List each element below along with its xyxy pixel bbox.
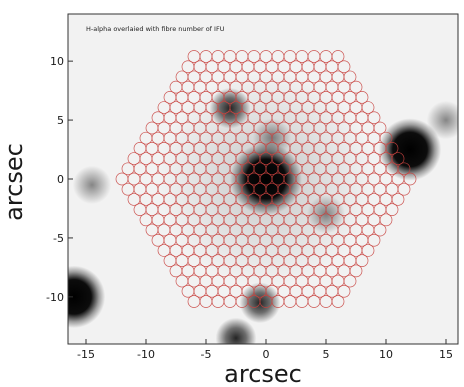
ifu-fibre — [373, 223, 387, 237]
ifu-fibre — [355, 90, 369, 104]
ifu-fibre-bundle — [115, 50, 417, 308]
ifu-fibre — [349, 264, 363, 278]
x-axis-ticks: -15 -10 -5 0 5 10 15 — [77, 339, 453, 361]
source-upper-right-faint — [426, 100, 458, 140]
y-tick-label: 5 — [57, 114, 64, 127]
y-tick-label: -10 — [46, 291, 64, 304]
source-left-faint — [72, 165, 112, 205]
y-tick-label: -5 — [53, 232, 64, 245]
overlay-caption: H-alpha overlaied with fibre number of I… — [86, 25, 225, 33]
ifu-fibre — [331, 295, 345, 308]
ifu-fibre — [379, 213, 393, 227]
ifu-fibre — [367, 233, 381, 247]
central-galaxy-core — [230, 143, 302, 215]
x-axis-title: arcsec — [224, 360, 302, 387]
source-bottom-edge — [215, 317, 257, 344]
y-axis-ticks: 10 5 0 -5 -10 — [46, 55, 73, 304]
ifu-fibre — [373, 121, 387, 135]
ifu-fibre — [385, 203, 399, 216]
ifu-fibre — [343, 70, 357, 84]
x-tick-label: 0 — [263, 348, 270, 361]
x-tick-label: 5 — [323, 348, 330, 361]
image-sources — [68, 87, 458, 344]
ifu-fibre — [367, 111, 381, 125]
x-tick-label: 10 — [379, 348, 393, 361]
ifu-fibre — [391, 193, 405, 206]
ifu-fibre — [379, 131, 393, 145]
y-axis-title: arcsec — [0, 143, 28, 221]
ifu-fibre — [403, 172, 417, 186]
x-tick-label: -15 — [77, 348, 95, 361]
ifu-fibre — [337, 284, 351, 298]
ifu-fibre — [361, 244, 375, 257]
x-tick-label: -10 — [137, 348, 155, 361]
ifu-fibre — [385, 142, 399, 155]
ifu-fibre — [355, 254, 369, 268]
ifu-fibre — [331, 50, 345, 63]
source-lower-left-corner — [68, 265, 106, 329]
ifu-fibre — [397, 182, 411, 196]
ifu-fibre — [349, 80, 363, 94]
ifu-fibre — [337, 60, 351, 74]
ifu-fibre — [391, 152, 405, 165]
y-tick-label: 0 — [57, 173, 64, 186]
y-tick-label: 10 — [50, 55, 64, 68]
ifu-fibre — [397, 162, 411, 176]
source-right-edge — [378, 118, 442, 181]
x-tick-label: 15 — [439, 348, 453, 361]
ifu-fibre — [343, 274, 357, 288]
x-tick-label: -5 — [201, 348, 212, 361]
ifu-fibre — [361, 101, 375, 114]
